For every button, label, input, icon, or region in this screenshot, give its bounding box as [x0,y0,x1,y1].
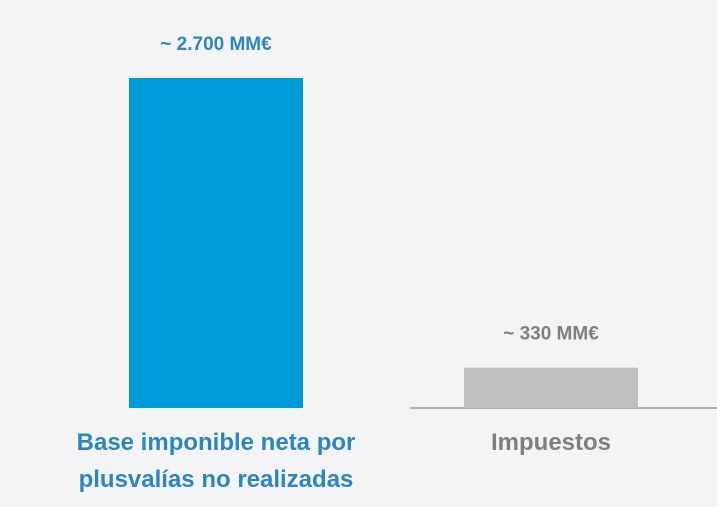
bar [464,367,638,408]
bar [129,78,303,408]
value-label: ~ 330 MM€ [503,324,599,345]
value-label: ~ 2.700 MM€ [160,34,272,55]
category-label: Impuestos [490,429,612,456]
category-label: Base imponible neta por plusvalías no re… [76,429,356,493]
